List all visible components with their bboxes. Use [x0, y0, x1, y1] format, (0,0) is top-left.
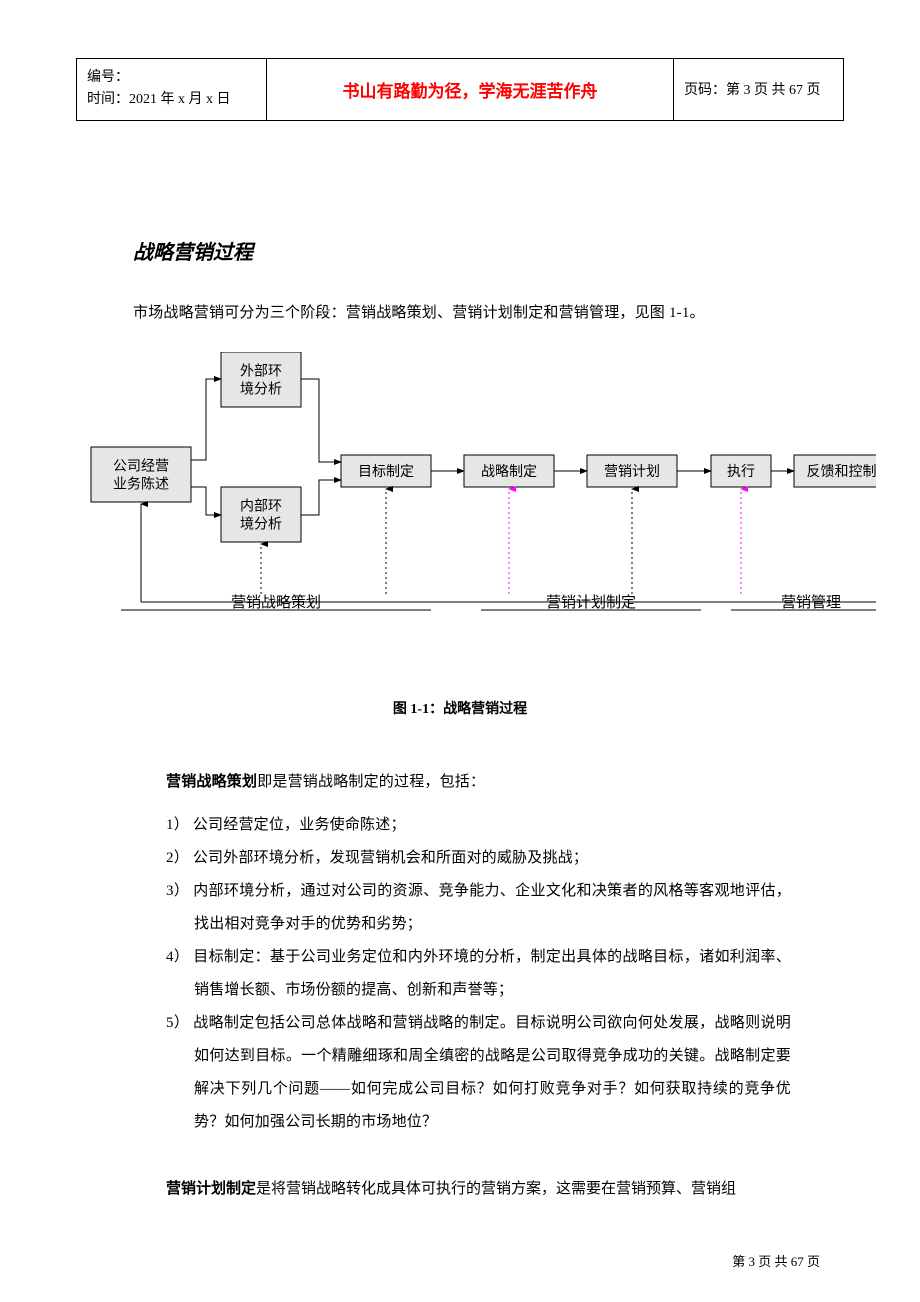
flowchart: 公司经营业务陈述外部环境分析内部环境分析目标制定战略制定营销计划执行反馈和控制营…	[76, 352, 844, 652]
bracket-label: 营销计划制定	[546, 594, 636, 611]
node-int	[221, 487, 301, 542]
node-label: 境分析	[240, 381, 282, 397]
header-center: 书山有路勤为径，学海无涯苦作舟	[267, 59, 674, 121]
body-block-2: 营销计划制定是将营销战略转化成具体可执行的营销方案，这需要在营销预算、营销组	[166, 1177, 806, 1203]
arrow	[301, 480, 341, 515]
p2-tail: 是将营销战略转化成具体可执行的营销方案，这需要在营销预算、营销组	[256, 1181, 736, 1197]
node-label: 战略制定	[481, 464, 537, 480]
list-item: 2） 公司外部环境分析，发现营销机会和所面对的威胁及挑战；	[166, 842, 791, 875]
p1-tail: 即是营销战略制定的过程，包括：	[257, 774, 485, 790]
intro-text: 市场战略营销可分为三个阶段：营销战略策划、营销计划制定和营销管理，见图 1-1。	[133, 301, 844, 322]
list-item: 3） 内部环境分析，通过对公司的资源、竞争能力、企业文化和决策者的风格等客观地评…	[166, 875, 791, 941]
p2-head: 营销计划制定	[166, 1181, 256, 1197]
node-label: 公司经营	[113, 458, 169, 474]
body-block-1: 营销战略策划即是营销战略制定的过程，包括： 1） 公司经营定位，业务使命陈述；2…	[166, 770, 791, 1140]
node-label: 营销计划	[604, 464, 660, 480]
header-table: 编号： 时间：2021 年 x 月 x 日 书山有路勤为径，学海无涯苦作舟 页码…	[76, 58, 844, 121]
arrow	[191, 379, 221, 460]
node-biz	[91, 447, 191, 502]
bracket-label: 营销战略策划	[231, 594, 321, 611]
footer-page-number: 第 3 页 共 67 页	[732, 1251, 820, 1270]
section-title: 战略营销过程	[133, 236, 844, 265]
date-value: 2021 年 x 月 x 日	[129, 92, 231, 107]
list-item: 4） 目标制定：基于公司业务定位和内外环境的分析，制定出具体的战略目标，诸如利润…	[166, 941, 791, 1007]
node-label: 外部环	[240, 363, 282, 379]
figure-caption: 图 1-1：战略营销过程	[76, 698, 844, 718]
node-label: 目标制定	[358, 464, 414, 480]
p1-head: 营销战略策划	[166, 774, 257, 790]
node-label: 执行	[727, 464, 755, 480]
header-left: 编号： 时间：2021 年 x 月 x 日	[77, 59, 267, 121]
node-label: 反馈和控制	[807, 464, 877, 480]
node-label: 境分析	[240, 516, 282, 532]
header-right: 页码：第 3 页 共 67 页	[674, 59, 844, 121]
node-ext	[221, 352, 301, 407]
id-label: 编号：	[87, 70, 129, 85]
node-label: 业务陈述	[113, 475, 169, 492]
arrow	[191, 487, 221, 515]
numbered-list: 1） 公司经营定位，业务使命陈述；2） 公司外部环境分析，发现营销机会和所面对的…	[166, 809, 791, 1139]
list-item: 1） 公司经营定位，业务使命陈述；	[166, 809, 791, 842]
bracket-label: 营销管理	[781, 594, 841, 611]
node-label: 内部环	[240, 498, 282, 514]
date-label: 时间：	[87, 92, 129, 107]
arrow	[301, 379, 341, 462]
list-item: 5） 战略制定包括公司总体战略和营销战略的制定。目标说明公司欲向何处发展，战略则…	[166, 1007, 791, 1139]
